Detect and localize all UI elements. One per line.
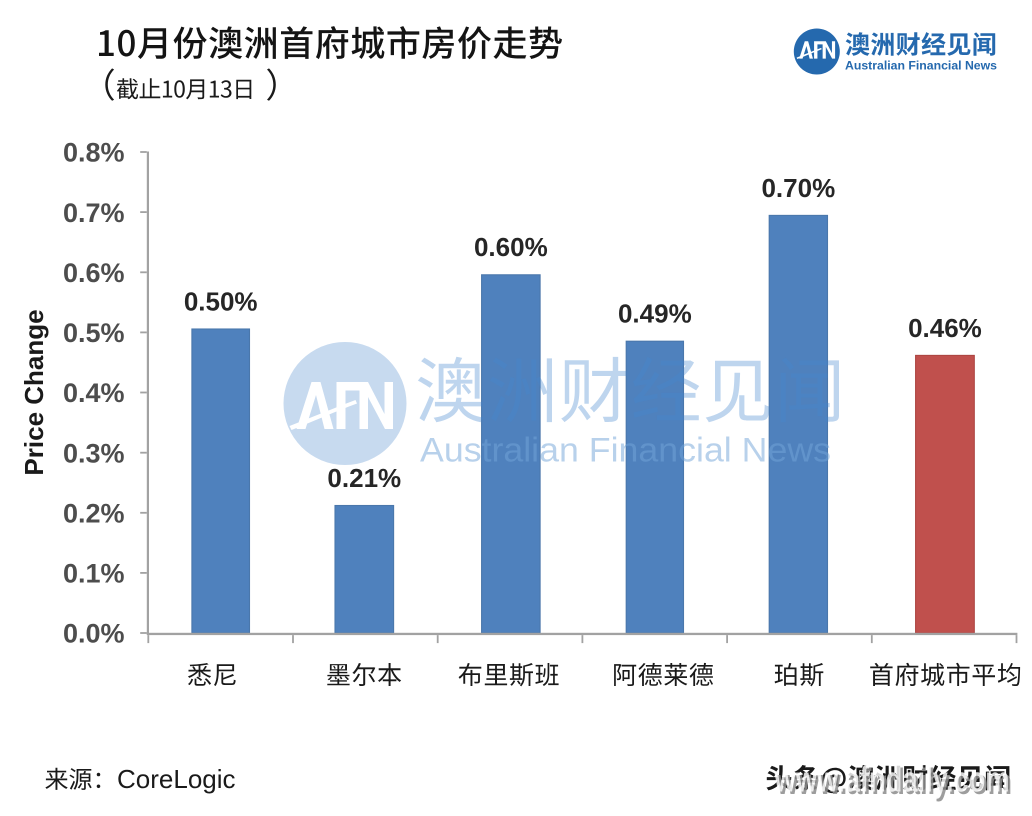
svg-text:0.70%: 0.70% [761,173,835,203]
svg-text:CoreLogic: CoreLogic [117,764,236,794]
svg-text:0.60%: 0.60% [474,232,548,262]
svg-text:0.2%: 0.2% [63,499,125,529]
svg-text:0.49%: 0.49% [618,299,692,329]
svg-text:Australian Financial News: Australian Financial News [845,59,997,73]
svg-text:0.3%: 0.3% [63,438,125,468]
svg-text:Price Change: Price Change [19,309,49,475]
svg-text:www.afndaily.com: www.afndaily.com [774,759,1010,800]
svg-text:0.7%: 0.7% [63,198,125,228]
svg-text:Australian Financial News: Australian Financial News [420,432,831,470]
svg-text:0.4%: 0.4% [63,378,125,408]
svg-text:www.afndaily.com: www.afndaily.com [776,761,1012,802]
svg-text:0.50%: 0.50% [184,286,258,316]
svg-text:0.0%: 0.0% [63,619,125,649]
svg-text:0.5%: 0.5% [63,318,125,348]
svg-text:0.46%: 0.46% [908,313,982,343]
svg-text:0.21%: 0.21% [327,463,401,493]
svg-text:0.8%: 0.8% [63,138,125,168]
svg-text:0.1%: 0.1% [63,559,125,589]
svg-text:0.6%: 0.6% [63,258,125,288]
